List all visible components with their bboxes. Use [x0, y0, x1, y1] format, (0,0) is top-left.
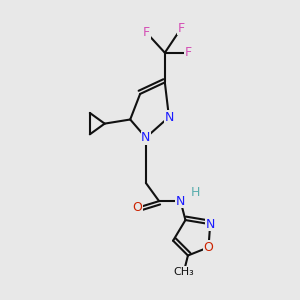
- Text: N: N: [141, 131, 151, 144]
- Text: O: O: [204, 241, 214, 254]
- Text: N: N: [176, 195, 185, 208]
- Text: O: O: [133, 201, 142, 214]
- Text: F: F: [178, 22, 185, 34]
- Text: F: F: [143, 26, 150, 39]
- Text: F: F: [184, 46, 191, 59]
- Text: N: N: [206, 218, 215, 231]
- Text: CH₃: CH₃: [173, 267, 194, 277]
- Text: H: H: [191, 186, 200, 200]
- Text: N: N: [164, 110, 174, 124]
